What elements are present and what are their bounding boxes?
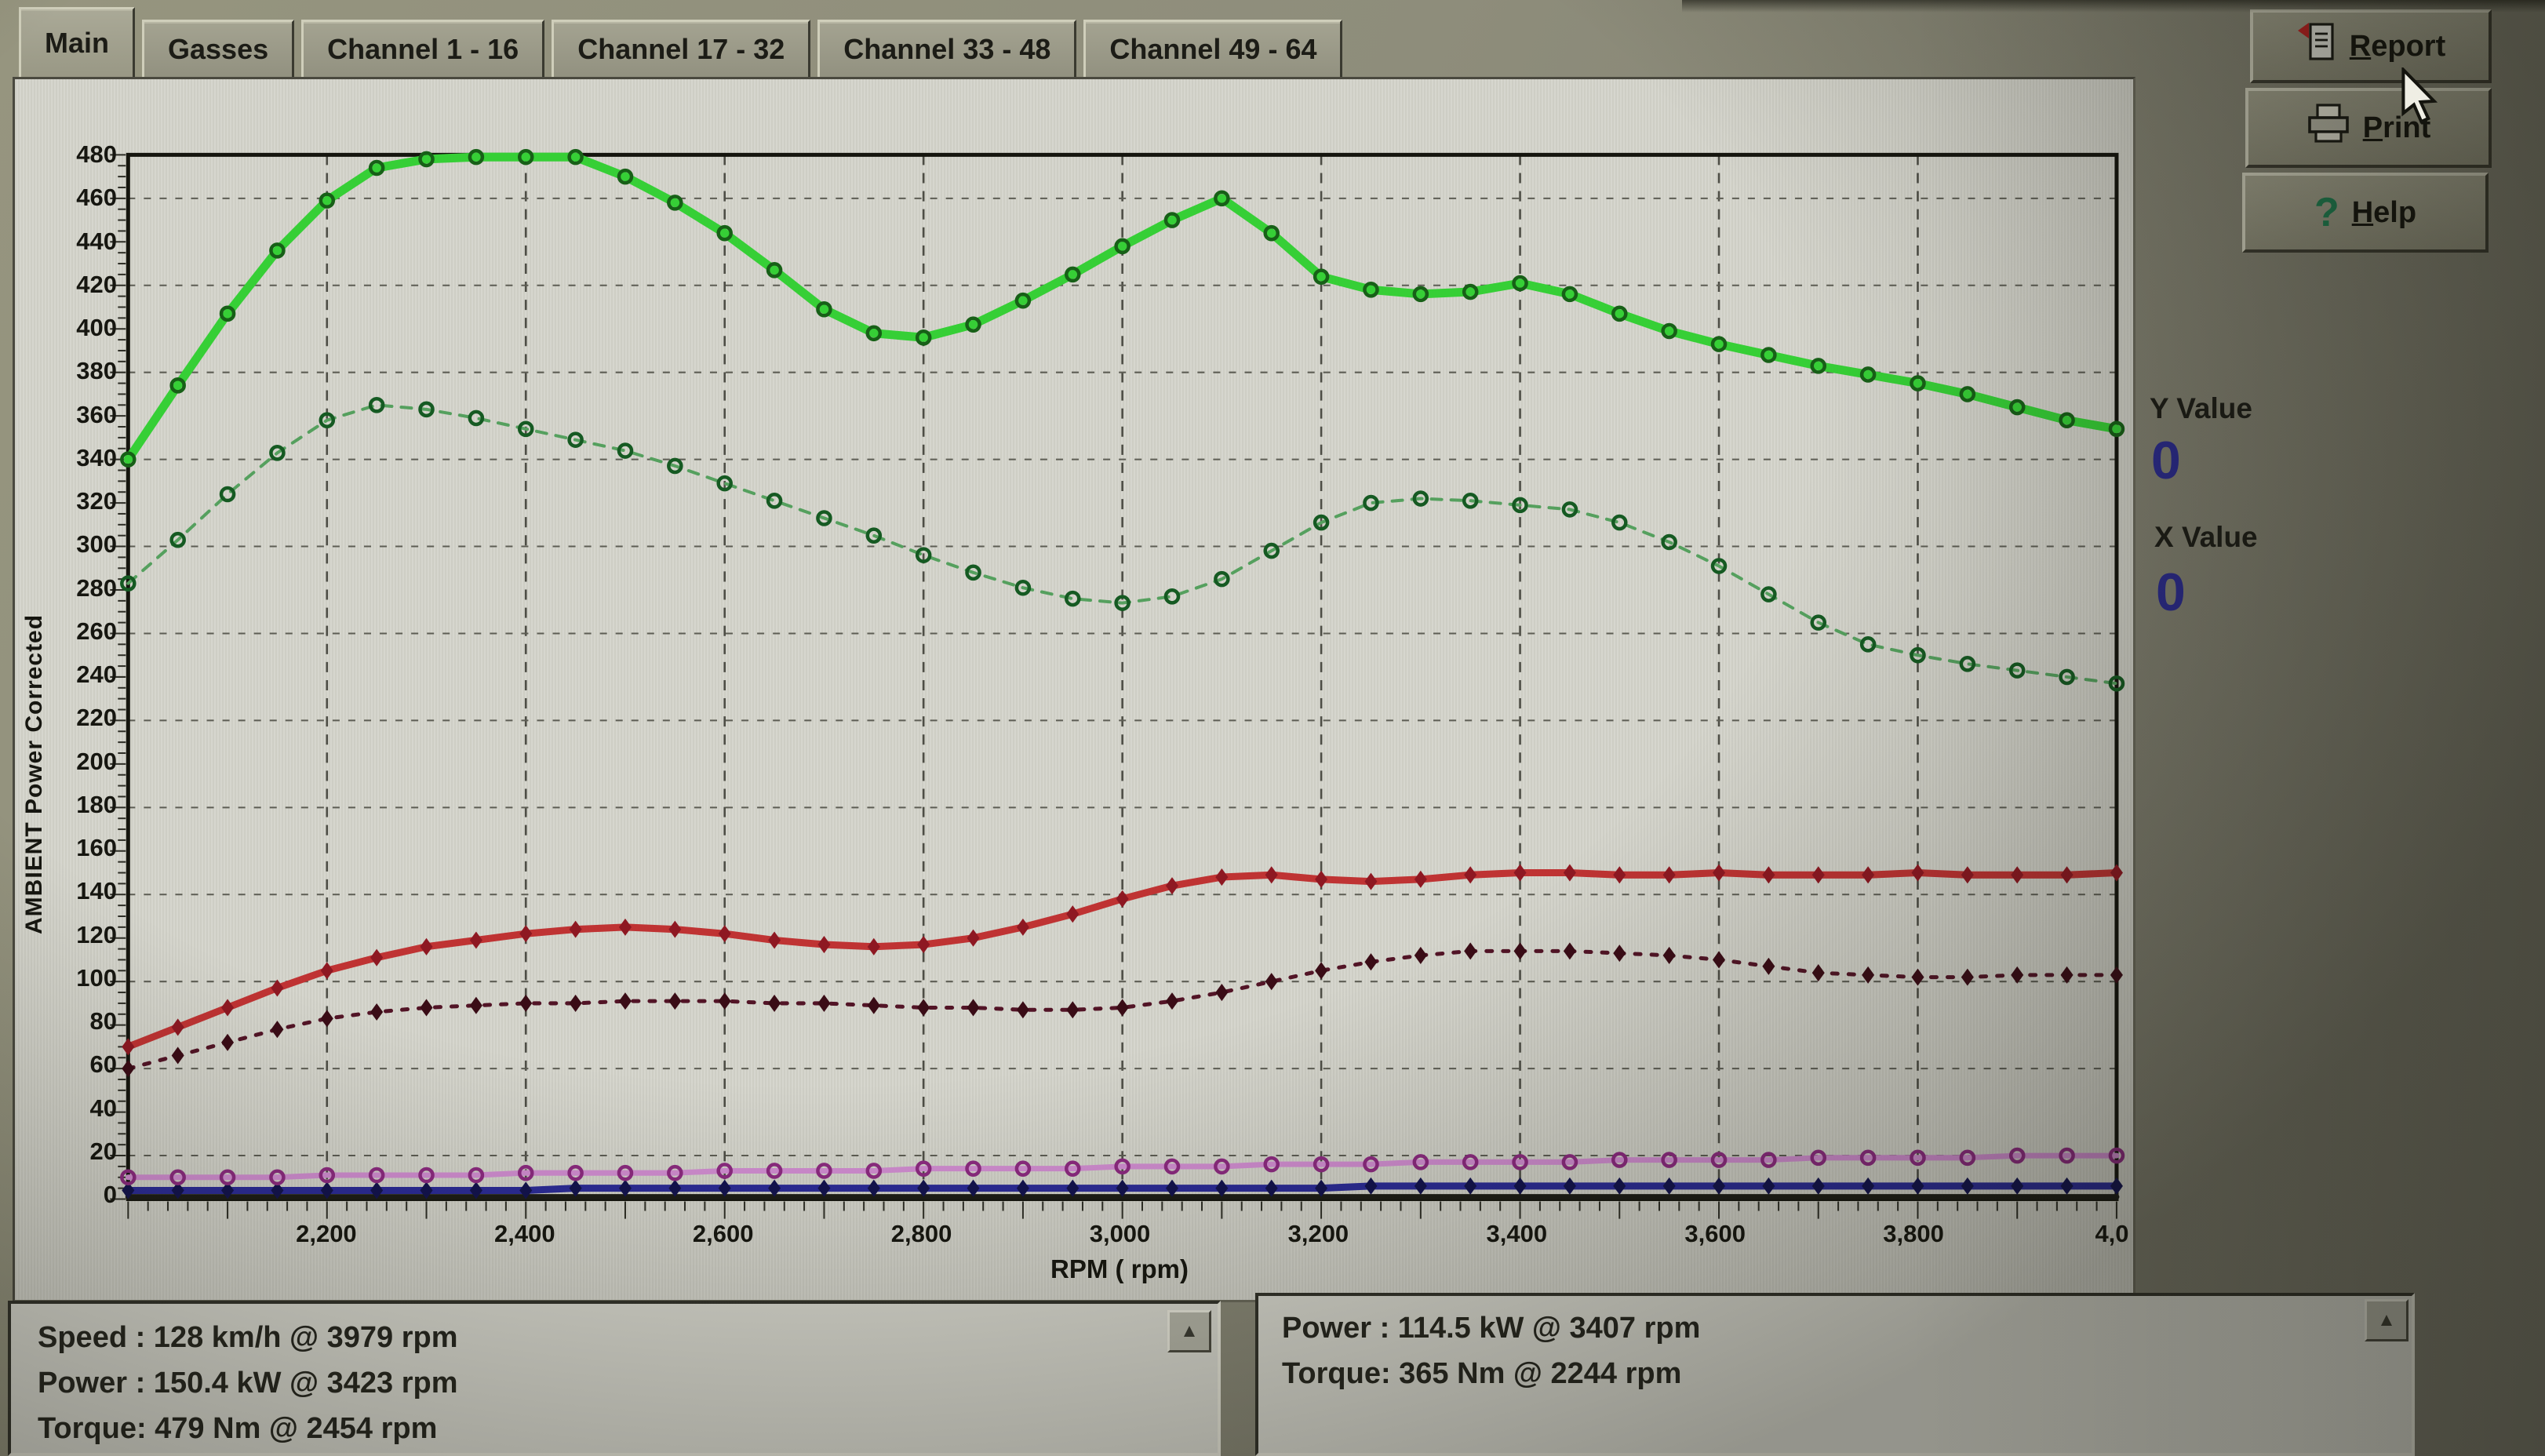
y-tick-label: 140: [76, 877, 117, 905]
printer-icon: [2307, 104, 2350, 152]
x-value-readout: 0: [2156, 562, 2186, 622]
y-tick-label: 480: [76, 140, 117, 168]
y-tick-label: 460: [76, 184, 117, 212]
up-arrow-icon: ▲: [1180, 1320, 1199, 1341]
y-tick-label: 360: [76, 400, 117, 428]
y-tick-label: 400: [76, 314, 117, 341]
y-tick-label: 440: [76, 227, 117, 255]
y-tick-label: 200: [76, 747, 117, 775]
x-tick-label: 3,400: [1486, 1220, 1548, 1247]
help-button-label: Help: [2351, 195, 2417, 229]
tab-main-label: Main: [45, 27, 110, 59]
x-tick-label: 3,800: [1883, 1220, 1944, 1247]
torque-readout-run1: Torque: 479 Nm @ 2454 rpm: [38, 1412, 438, 1445]
gridlines: [128, 155, 2118, 1199]
power-readout-run2: Power : 114.5 kW @ 3407 rpm: [1282, 1312, 1701, 1345]
x-tick-label: 3,200: [1287, 1220, 1349, 1247]
x-tick-label: 3,000: [1089, 1220, 1151, 1247]
tab-channel-1-16-label: Channel 1 - 16: [327, 33, 519, 65]
series-run1-torque-Nm: [120, 148, 2125, 468]
y-tick-label: 0: [103, 1181, 117, 1208]
y-tick-label: 320: [76, 487, 117, 515]
x-tick-label: 2,200: [296, 1220, 357, 1247]
report-icon: [2296, 20, 2337, 73]
print-button[interactable]: Print: [2245, 88, 2492, 168]
x-tick-label: 2,600: [692, 1220, 754, 1247]
tab-channel-17-32-label: Channel 17 - 32: [577, 33, 785, 65]
tab-channel-17-32[interactable]: Channel 17 - 32: [552, 20, 811, 77]
y-tick-label: 40: [89, 1094, 117, 1122]
y-value-readout: 0: [2151, 431, 2181, 490]
question-mark-icon: ?: [2314, 190, 2339, 235]
tab-gasses-label: Gasses: [168, 33, 269, 65]
series-run2-power-kW: [122, 942, 2123, 1078]
y-tick-label: 240: [76, 661, 117, 688]
tab-main[interactable]: Main: [19, 7, 136, 77]
tab-channel-33-48-label: Channel 33 - 48: [843, 33, 1051, 65]
y-tick-label: 120: [76, 920, 117, 948]
power-readout-run1: Power : 150.4 kW @ 3423 rpm: [38, 1367, 458, 1400]
y-tick-label: 260: [76, 617, 117, 645]
tab-bar: Main Gasses Channel 1 - 16 Channel 17 - …: [19, 6, 1349, 77]
mouse-cursor: [2399, 65, 2441, 131]
y-tick-label: 340: [76, 443, 117, 471]
series-channel-magenta: [120, 1147, 2125, 1186]
x-axis-title: RPM ( rpm): [1050, 1254, 1189, 1283]
tab-gasses[interactable]: Gasses: [142, 20, 295, 77]
scroll-up-button[interactable]: ▲: [1167, 1310, 1211, 1352]
torque-readout-run2: Torque: 365 Nm @ 2244 rpm: [1282, 1357, 1682, 1390]
y-tick-label: 60: [89, 1050, 117, 1079]
x-value-label: X Value: [2154, 521, 2258, 553]
help-button[interactable]: ? Help: [2242, 173, 2489, 253]
tab-channel-1-16[interactable]: Channel 1 - 16: [301, 20, 545, 77]
y-tick-label: 100: [76, 963, 117, 992]
y-tick-label: 180: [76, 790, 117, 818]
y-value-label: Y Value: [2150, 392, 2252, 424]
report-button-label: Report: [2349, 29, 2446, 63]
report-button[interactable]: Report: [2250, 9, 2492, 83]
y-tick-label: 300: [76, 530, 117, 559]
y-tick-label: 280: [76, 573, 117, 602]
scroll-up-button[interactable]: ▲: [2365, 1299, 2408, 1341]
chart-panel[interactable]: RPM ( rpm) AMBIENT Power Corrected 480 46…: [13, 77, 2135, 1302]
y-tick-label: 220: [76, 704, 117, 732]
status-panel-run1: Speed : 128 km/h @ 3979 rpm Power : 150.…: [8, 1301, 1221, 1456]
y-tick-label: 20: [89, 1137, 117, 1165]
y-tick-label: 160: [76, 834, 117, 861]
tab-channel-49-64-label: Channel 49 - 64: [1109, 33, 1317, 65]
speed-readout: Speed : 128 km/h @ 3979 rpm: [38, 1321, 458, 1354]
x-tick-label: 3,600: [1684, 1220, 1746, 1247]
y-tick-label: 80: [89, 1007, 117, 1035]
y-tick-label: 380: [76, 357, 117, 385]
x-tick-label: 2,400: [494, 1220, 555, 1247]
status-panel-run2: Power : 114.5 kW @ 3407 rpm Torque: 365 …: [1255, 1293, 2415, 1456]
dyno-chart[interactable]: [15, 79, 2133, 1300]
y-tick-label: 420: [76, 270, 117, 298]
series-run2-torque-Nm: [120, 396, 2125, 692]
up-arrow-icon: ▲: [2377, 1309, 2396, 1330]
x-tick-label: 2,800: [890, 1220, 952, 1247]
print-button-label: Print: [2362, 111, 2431, 144]
axis-ticks: [110, 154, 2117, 1219]
tab-channel-49-64[interactable]: Channel 49 - 64: [1083, 20, 1343, 77]
tab-channel-33-48[interactable]: Channel 33 - 48: [817, 20, 1077, 77]
x-tick-label: 4,0: [2095, 1220, 2129, 1247]
